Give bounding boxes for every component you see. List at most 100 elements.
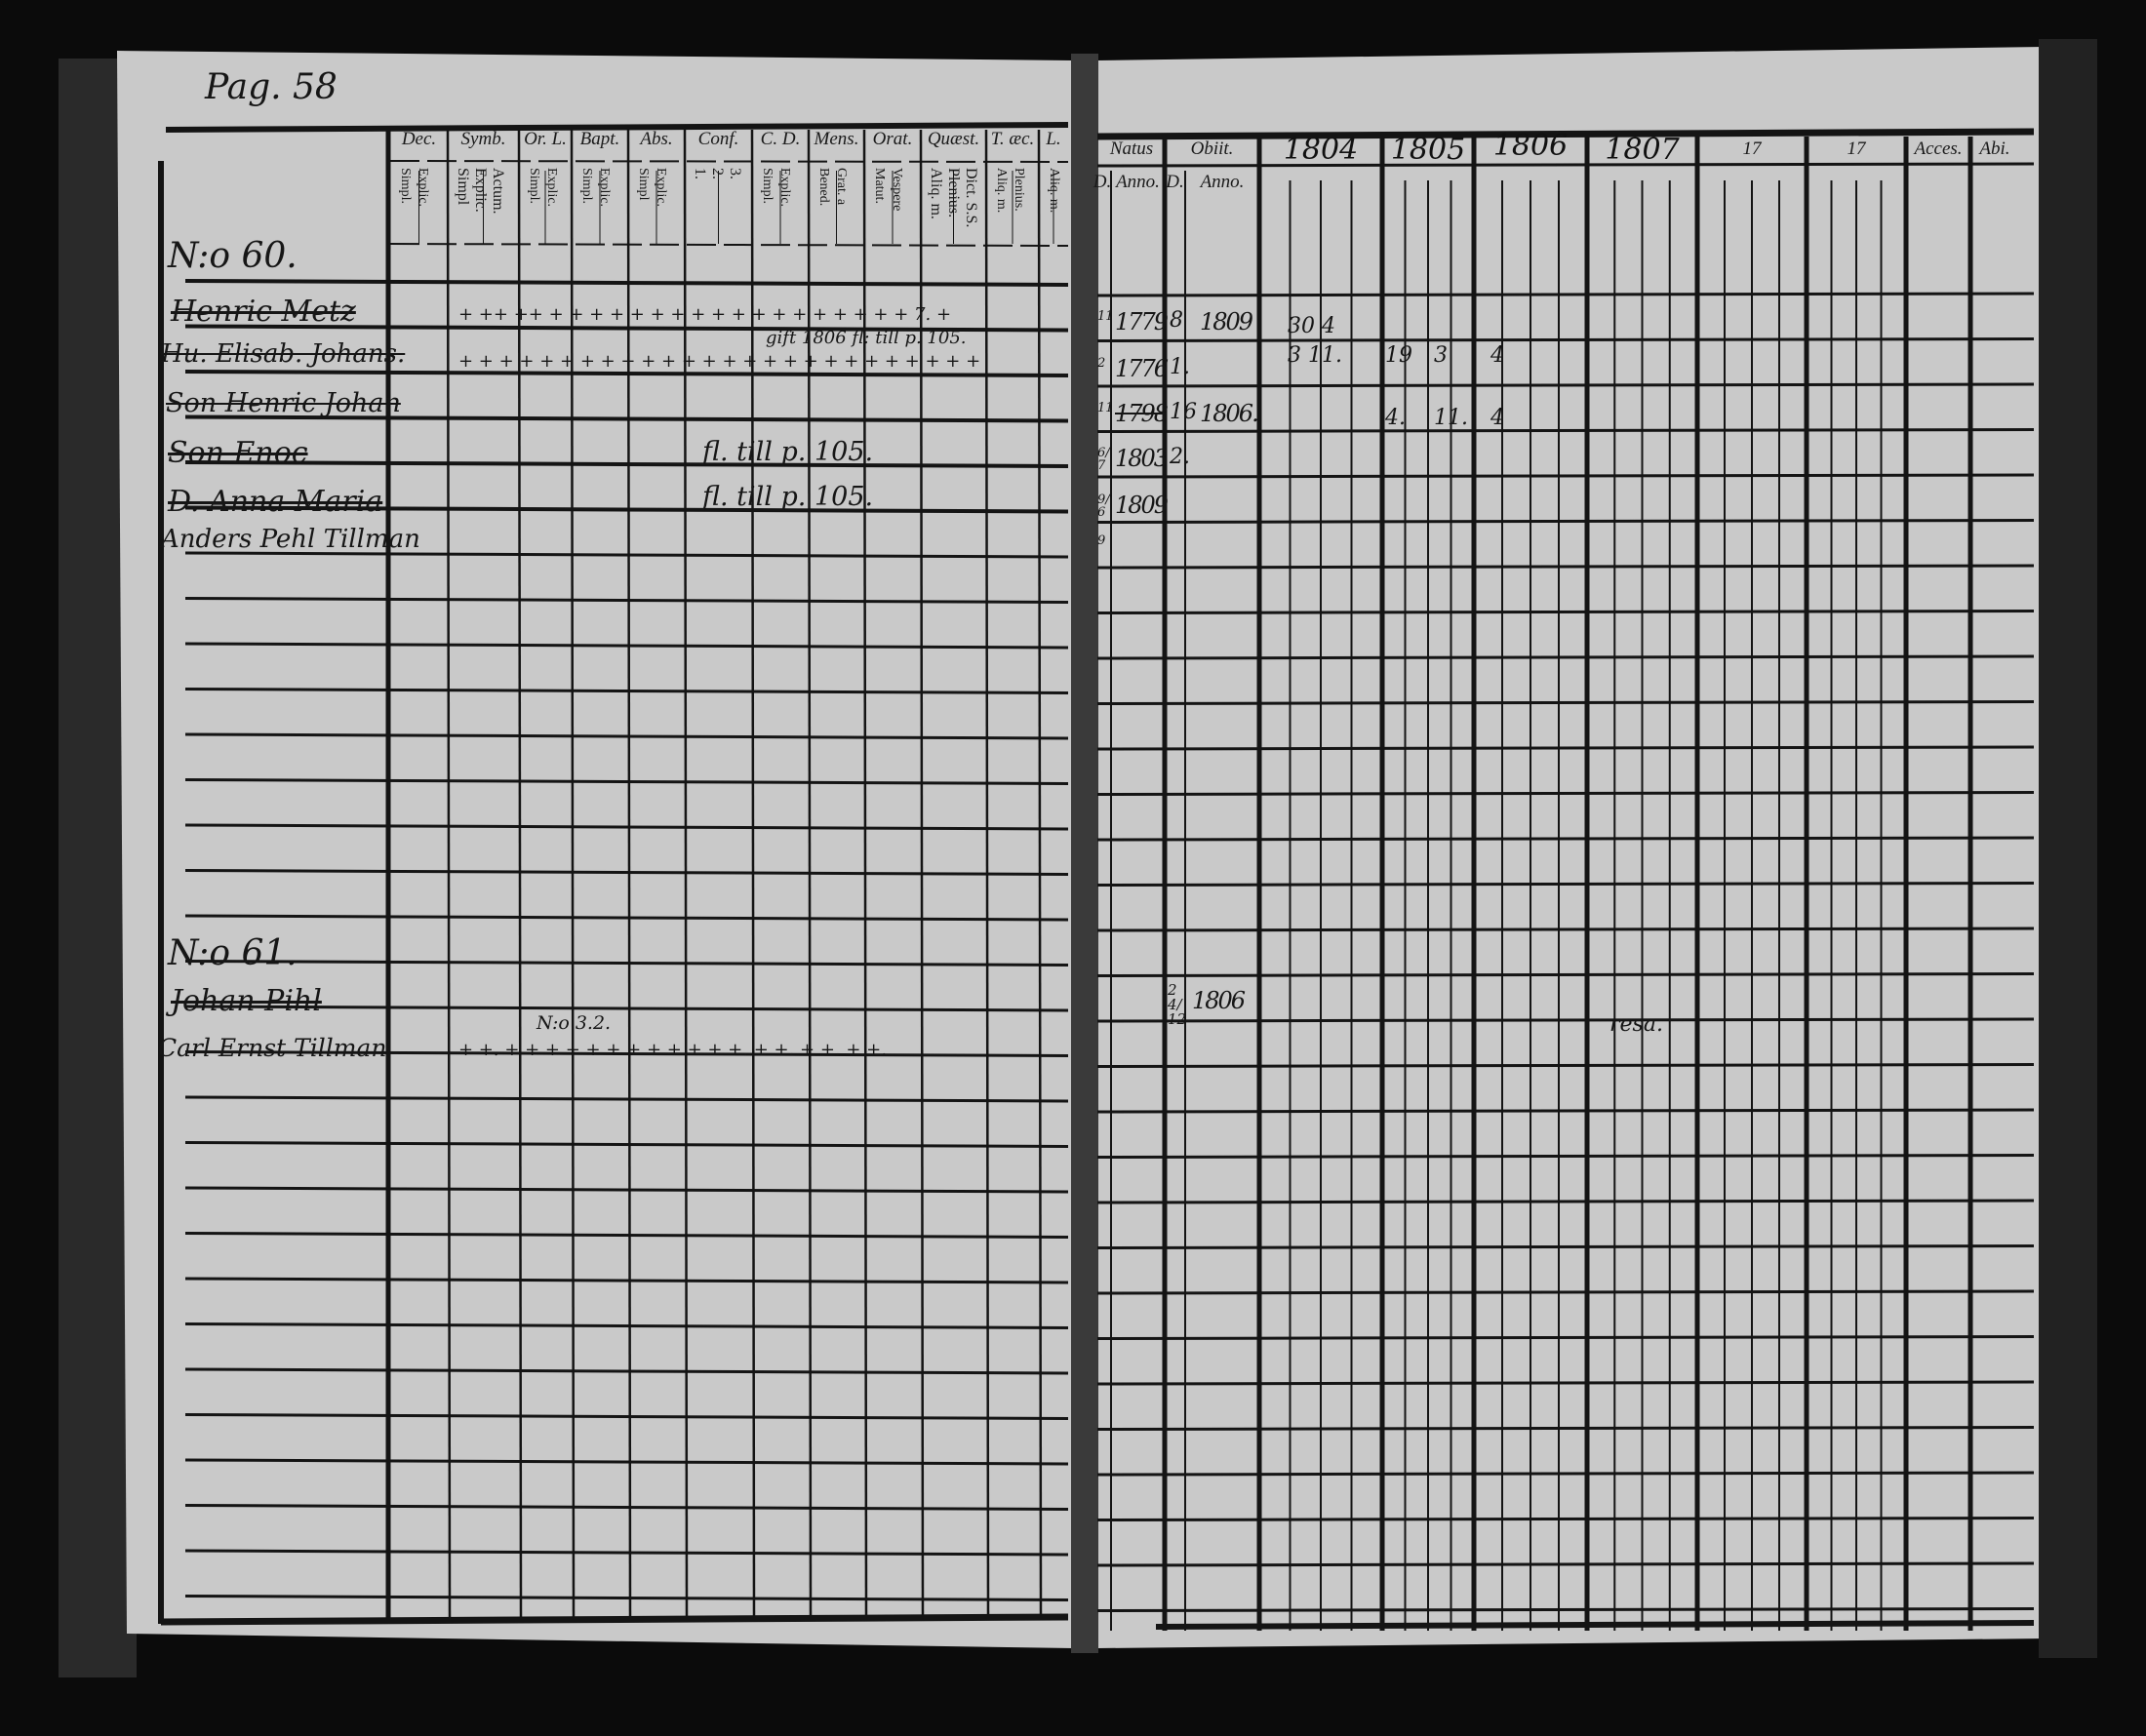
header-sub-rule — [1096, 162, 2035, 168]
born-year: 1803 — [1115, 445, 1169, 472]
row-rule — [184, 1549, 1069, 1557]
member-name: Henric Metz — [171, 295, 356, 329]
row-rule — [184, 1367, 1069, 1375]
born-day: 11 — [1097, 309, 1114, 324]
row-rule — [1096, 1335, 2035, 1340]
row-rule — [1096, 1471, 2035, 1477]
column-subheader: Actum. Explic. Simpl — [455, 168, 506, 215]
header-year: Anno. — [1116, 172, 1160, 192]
column-header: T. æc. — [990, 129, 1035, 149]
member-name: Son Enoc — [168, 436, 308, 470]
born-day: 2 — [1097, 356, 1106, 371]
header-year-1804: 1804 — [1283, 133, 1359, 167]
born-day: 9/6 — [1097, 493, 1110, 520]
column-header: Or. L. — [524, 129, 567, 149]
column-header: L. — [1046, 129, 1061, 149]
remark: resa. — [1610, 1012, 1663, 1037]
obit-year: 1806. — [1200, 400, 1259, 427]
row-rule — [184, 732, 1069, 740]
born-year: 1776 — [1115, 355, 1169, 382]
row-rule — [184, 823, 1069, 831]
row-rule — [1096, 1289, 2035, 1295]
row-rule — [184, 1186, 1069, 1194]
row-rule — [184, 642, 1069, 650]
column-header: Dec. — [401, 129, 437, 149]
column-subheader: Dict. S.S. Plenius. Aliq. m. — [928, 168, 979, 228]
column-subheader: Explic. Simpl. — [398, 168, 430, 208]
row-rule — [1096, 564, 2035, 570]
row-rule — [1096, 1154, 2035, 1159]
row-rule — [184, 1232, 1069, 1239]
born-year: 1798 — [1115, 400, 1169, 427]
column-subheader: Explic. Simpl. — [527, 168, 559, 208]
row-rule — [184, 551, 1069, 559]
member-note: gift 1806 fl: till p. 105. — [766, 328, 967, 348]
row-rule — [1096, 700, 2035, 705]
header-bottom-rule — [389, 243, 1069, 247]
row-rule — [184, 960, 1069, 967]
obit-day: 16 — [1170, 400, 1197, 424]
header-obiit: Obiit. — [1190, 138, 1234, 159]
column-subheader: Explic. Simpl — [636, 168, 668, 208]
column-subheader: 3. 2. 1. — [692, 168, 743, 179]
row-rule — [1096, 745, 2035, 751]
member-marks: + + + + + + + + + + + + + + + + + + + + … — [458, 351, 981, 372]
header-abiit: Abi. — [1979, 138, 2010, 159]
y1806: 4 — [1490, 343, 1504, 368]
member-name: D. Anna Maria — [168, 485, 383, 519]
row-rule — [1096, 1426, 2035, 1431]
row-rule — [1096, 1063, 2035, 1068]
header-year-1805: 1805 — [1390, 133, 1466, 167]
header-accessit: Acces. — [1914, 138, 1963, 159]
member-note: fl. till p. 105. — [702, 482, 874, 512]
row-rule — [1096, 1517, 2035, 1521]
column-header: Mens. — [814, 129, 859, 149]
row-rule — [1096, 1607, 2035, 1612]
row-rule — [184, 1504, 1069, 1511]
household-number: N:o 60. — [168, 236, 298, 276]
row-rule — [1096, 1380, 2035, 1386]
obit-year: 1809 — [1200, 308, 1253, 335]
obit-day: 1. — [1170, 355, 1190, 379]
right-book-edge — [2039, 39, 2097, 1658]
header-top-rule — [165, 122, 1069, 133]
born-year: 1809 — [1115, 492, 1169, 519]
row-rule — [184, 1050, 1069, 1057]
member-name: Hu. Elisab. Johans. — [161, 339, 406, 369]
born-day: 11 — [1097, 401, 1114, 415]
header-year: Anno. — [1200, 172, 1245, 192]
column-subheader: Explic. Simpl. — [760, 168, 792, 208]
row-rule — [184, 414, 1069, 423]
member-note: N:o 3.2. — [536, 1012, 612, 1034]
member-name: Anders Pehl Tillman — [161, 525, 420, 554]
row-rule — [1096, 292, 2035, 297]
born-day: 9 — [1097, 533, 1106, 548]
y1805a: 4. — [1385, 406, 1406, 430]
obit-day: 8 — [1170, 308, 1183, 333]
row-rule — [184, 1595, 1069, 1601]
column-header: Orat. — [872, 129, 913, 149]
row-rule — [184, 370, 1069, 377]
column-header: C. D. — [760, 129, 801, 149]
y1804: 30 4 — [1288, 314, 1335, 338]
row-rule — [1096, 1561, 2035, 1567]
row-rule — [184, 1413, 1069, 1420]
row-rule — [184, 279, 1069, 287]
row-rule — [1096, 337, 2035, 342]
row-rule — [184, 597, 1069, 604]
row-rule — [1096, 428, 2035, 433]
row-rule — [184, 1277, 1069, 1284]
bottom-rule — [160, 1613, 1069, 1626]
header-year-17: 17 — [1847, 138, 1866, 159]
row-rule — [184, 914, 1069, 922]
born-day: 6/7 — [1097, 446, 1110, 473]
row-rule — [1096, 836, 2035, 842]
header-sub-rule — [389, 160, 1069, 163]
bottom-rule — [1155, 1620, 2035, 1630]
header-day: D. — [1093, 172, 1112, 192]
row-rule — [1096, 519, 2035, 524]
row-rule — [184, 1095, 1069, 1103]
row-rule — [1096, 610, 2035, 614]
